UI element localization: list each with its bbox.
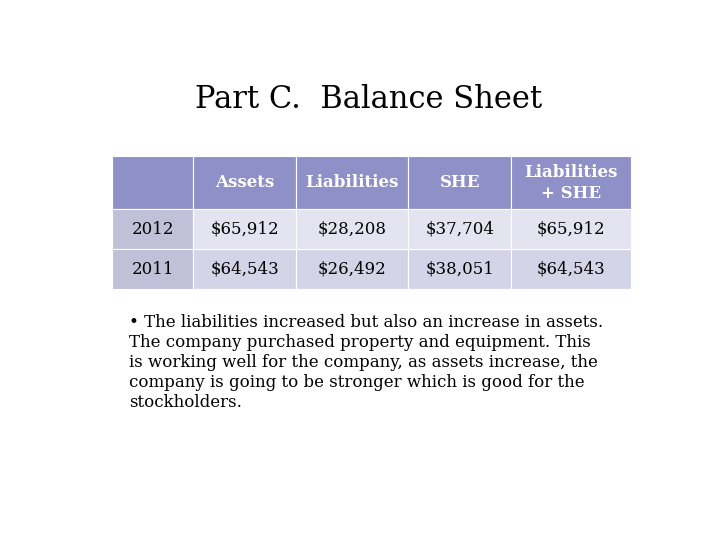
Text: company is going to be stronger which is good for the: company is going to be stronger which is…	[129, 374, 585, 391]
Bar	[408, 249, 511, 289]
Text: Part C.  Balance Sheet: Part C. Balance Sheet	[195, 84, 543, 114]
Bar	[408, 156, 511, 210]
Bar	[193, 156, 297, 210]
Text: • The liabilities increased but also an increase in assets.: • The liabilities increased but also an …	[129, 314, 603, 331]
Text: $38,051: $38,051	[426, 261, 494, 278]
Bar	[408, 210, 511, 249]
Text: The company purchased property and equipment. This: The company purchased property and equip…	[129, 334, 591, 351]
Bar	[297, 210, 408, 249]
Bar	[511, 156, 631, 210]
Bar	[297, 249, 408, 289]
Text: Assets: Assets	[215, 174, 274, 191]
Text: 2011: 2011	[132, 261, 174, 278]
Text: stockholders.: stockholders.	[129, 394, 242, 411]
Bar	[511, 210, 631, 249]
Bar	[112, 249, 193, 289]
Bar	[112, 210, 193, 249]
Bar	[297, 156, 408, 210]
Bar	[193, 210, 297, 249]
Text: Liabilities
+ SHE: Liabilities + SHE	[525, 164, 618, 202]
Text: $28,208: $28,208	[318, 221, 387, 238]
Text: Liabilities: Liabilities	[305, 174, 399, 191]
Text: $65,912: $65,912	[537, 221, 606, 238]
Text: is working well for the company, as assets increase, the: is working well for the company, as asse…	[129, 354, 598, 371]
Text: 2012: 2012	[132, 221, 174, 238]
Text: $26,492: $26,492	[318, 261, 387, 278]
Text: $64,543: $64,543	[537, 261, 606, 278]
Text: $65,912: $65,912	[210, 221, 279, 238]
Text: $64,543: $64,543	[210, 261, 279, 278]
Text: $37,704: $37,704	[426, 221, 494, 238]
Text: SHE: SHE	[439, 174, 480, 191]
Bar	[193, 249, 297, 289]
Bar	[112, 156, 193, 210]
Bar	[511, 249, 631, 289]
